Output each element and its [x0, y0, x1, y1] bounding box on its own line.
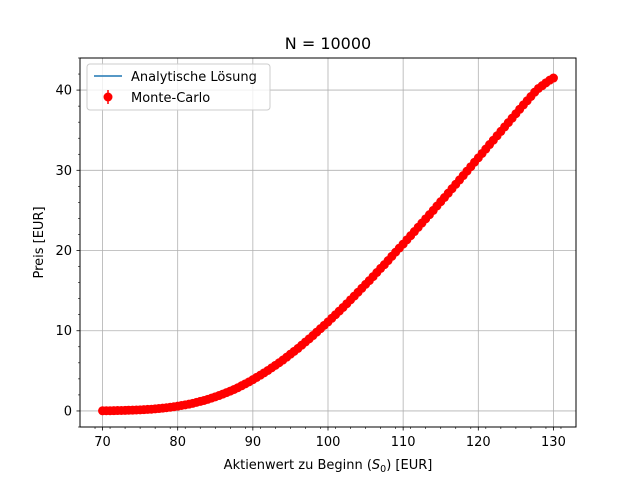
y-axis-label: Preis [EUR]: [32, 206, 47, 278]
x-tick-label: 130: [541, 435, 566, 450]
y-axis: 0 10 20 30 40: [55, 57, 80, 428]
x-tick-label: 120: [466, 435, 491, 450]
legend-label-monte-carlo: Monte-Carlo: [131, 91, 210, 106]
y-tick-label: 30: [55, 164, 72, 179]
legend-marker-swatch: [103, 92, 113, 102]
legend-label-analytic: Analytische Lösung: [131, 70, 257, 85]
monte-carlo-point: [548, 73, 558, 83]
x-tick-label: 100: [316, 435, 341, 450]
monte-carlo-series: [98, 73, 558, 416]
x-tick-label: 70: [94, 435, 111, 450]
y-tick-label: 40: [55, 84, 72, 99]
chart-title: N = 10000: [285, 34, 371, 53]
x-axis: 70 80 90 100 110 120 130: [94, 427, 566, 450]
y-tick-label: 0: [64, 404, 72, 419]
x-tick-label: 80: [169, 435, 186, 450]
legend-box: [86, 63, 271, 111]
y-tick-label: 20: [55, 244, 72, 259]
legend: Analytische Lösung Monte-Carlo: [86, 63, 271, 111]
x-tick-label: 110: [391, 435, 416, 450]
y-tick-label: 10: [55, 324, 72, 339]
x-axis-label: Aktienwert zu Beginn (S0) [EUR]: [224, 458, 433, 475]
x-tick-label: 90: [245, 435, 262, 450]
